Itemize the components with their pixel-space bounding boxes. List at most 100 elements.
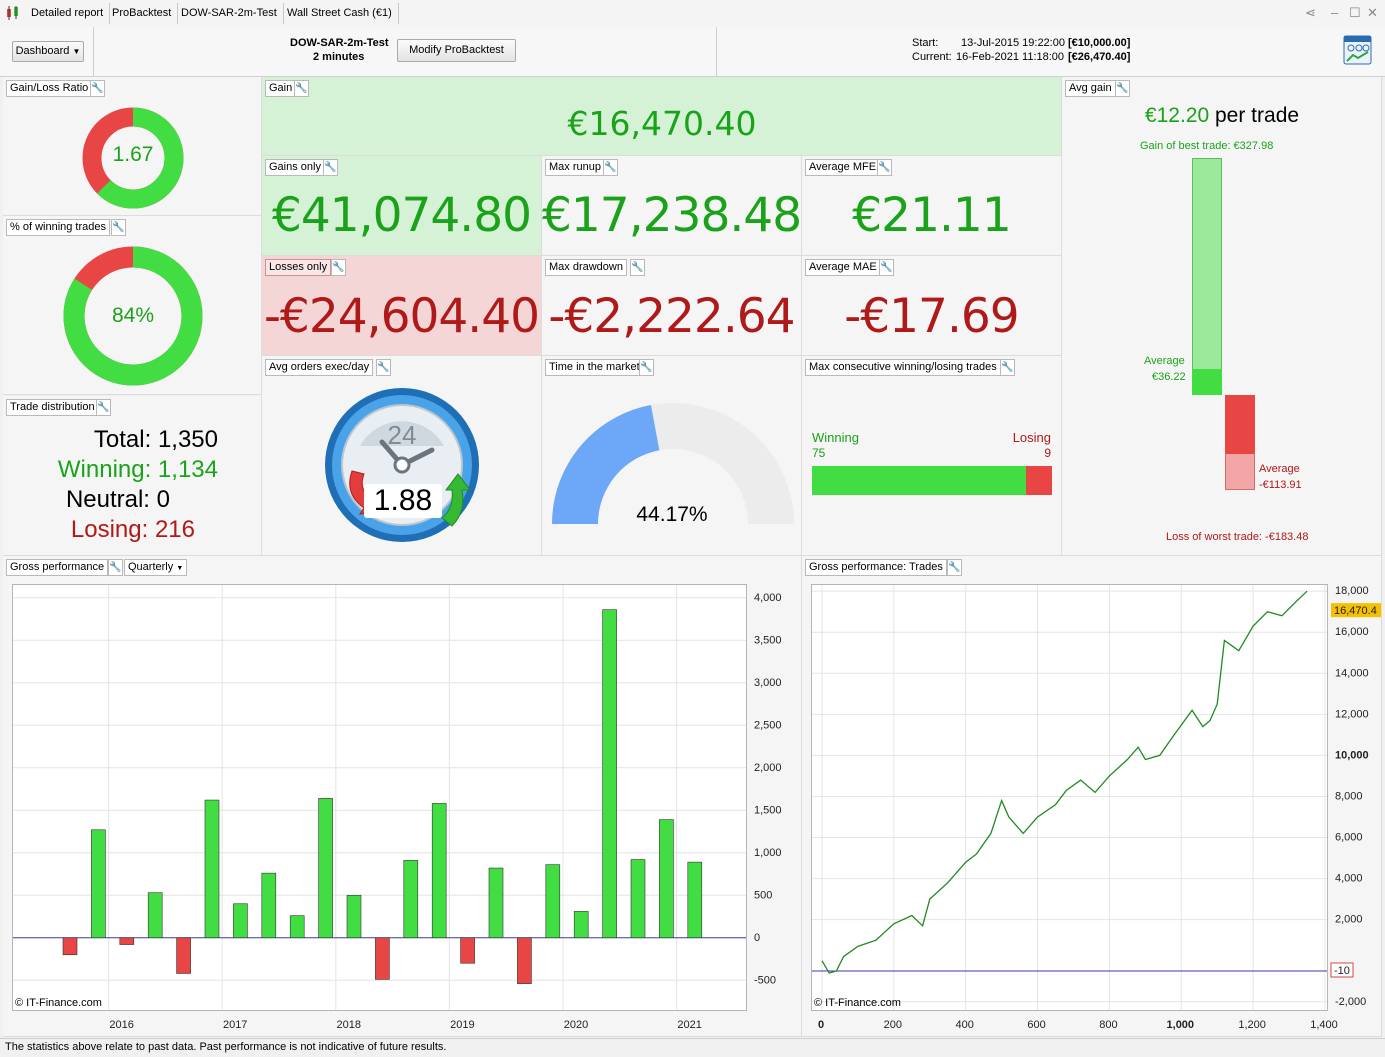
bar [659, 819, 674, 939]
winning-trades-value: 84% [111, 304, 155, 327]
wrench-icon[interactable]: 🔧 [108, 559, 123, 576]
best-trade-label: Gain of best trade: €327.98 [1140, 140, 1274, 152]
bar [517, 937, 532, 984]
bar [630, 859, 646, 939]
x-tick-label: 2018 [337, 1019, 361, 1031]
wrench-icon[interactable]: 🔧 [639, 359, 654, 376]
dashboard-dropdown[interactable]: Dashboard ▼ [12, 41, 84, 62]
winning-trades-panel: % of winning trades 🔧 84% [3, 216, 262, 395]
y-tick-label: 500 [754, 889, 772, 901]
wrench-icon[interactable]: 🔧 [90, 80, 105, 97]
backtest-name: DOW-SAR-2m-Test [290, 37, 389, 49]
gain-loss-ratio-panel: Gain/Loss Ratio 🔧 1.67 [3, 77, 262, 216]
chart-watermark: © IT-Finance.com [15, 997, 102, 1009]
panel-title: Gain [265, 80, 297, 97]
winning-trades-donut [63, 246, 203, 386]
bar [233, 903, 248, 939]
consecutive-losing-bar [1026, 466, 1052, 495]
y-tick-label: 14,000 [1335, 667, 1369, 679]
panel-title: Losses only [265, 259, 332, 276]
modify-probacktest-button[interactable]: Modify ProBacktest [397, 39, 516, 62]
wrench-icon[interactable]: 🔧 [947, 559, 962, 576]
y-tick-label: 0 [754, 932, 760, 944]
bar-chart-y-axis: 4,000 3,500 3,000 2,500 2,000 1,500 1,000 500 0 -… [754, 592, 782, 987]
x-tick-label: 2020 [564, 1019, 588, 1031]
bar [119, 937, 135, 945]
y-tick-label: -2,000 [1335, 996, 1366, 1008]
dashboard-label: Dashboard [15, 45, 70, 57]
wrench-icon[interactable]: 🔧 [879, 259, 894, 276]
period-dropdown[interactable]: Quarterly ▼ [124, 559, 188, 576]
wrench-icon[interactable]: 🔧 [1000, 359, 1015, 376]
x-tick-label: 1,200 [1238, 1019, 1266, 1031]
losses-only-panel: Losses only 🔧 -€24,604.40 [262, 256, 542, 356]
tab-probacktest[interactable]: ProBacktest [106, 3, 179, 24]
consecutive-losing-label: Losing [1012, 430, 1051, 445]
max-consecutive-panel: Max consecutive winning/losing trades 🔧 … [802, 356, 1062, 556]
panel-title: Gross performance [6, 559, 109, 576]
total-trades: Total: 1,350 [93, 426, 218, 453]
bar [573, 911, 589, 939]
tab-bar: Detailed report ProBacktest DOW-SAR-2m-T… [0, 0, 1385, 28]
panel-title: Gain/Loss Ratio [6, 80, 93, 97]
maximize-icon[interactable]: ☐ [1349, 5, 1361, 20]
time-in-market-panel: Time in the market 🔧 44.17% [542, 356, 802, 556]
bar [91, 829, 106, 939]
y-tick-label: 1,500 [754, 804, 782, 816]
panel-title: Average MAE [805, 259, 881, 276]
consecutive-winning-value: 75 [812, 446, 826, 460]
bar [403, 860, 419, 939]
wrench-icon[interactable]: 🔧 [323, 159, 338, 176]
wrench-icon[interactable]: 🔧 [603, 159, 618, 176]
bar [62, 937, 78, 956]
wrench-icon[interactable]: 🔧 [877, 159, 892, 176]
header-toolbar: Dashboard ▼ DOW-SAR-2m-Test 2 minutes Mo… [0, 27, 1385, 77]
avg-mae-panel: Average MAE 🔧 -€17.69 [802, 256, 1062, 356]
y-tick-label: 10,000 [1335, 749, 1369, 761]
gross-trades-panel: Gross performance: Trades 🔧 © IT-Finance… [802, 556, 1382, 1037]
wrench-icon[interactable]: 🔧 [630, 259, 645, 276]
max-drawdown-value: -€2,222.64 [548, 289, 795, 344]
wrench-icon[interactable]: 🔧 [111, 219, 126, 236]
panel-title: Gains only [265, 159, 325, 176]
avg-orders-value: 1.88 [364, 484, 442, 518]
wrench-icon[interactable]: 🔧 [1115, 80, 1130, 97]
wrench-icon[interactable]: 🔧 [96, 399, 111, 416]
close-icon[interactable]: ✕ [1367, 5, 1378, 20]
tab-instrument[interactable]: Wall Street Cash (€1) [281, 3, 399, 24]
x-tick-label: 2019 [450, 1019, 474, 1031]
y-tick-label: 2,000 [754, 762, 782, 774]
report-icon[interactable] [1343, 34, 1373, 66]
gains-only-panel: Gains only 🔧 €41,074.80 [262, 156, 542, 256]
tab-backtest-name[interactable]: DOW-SAR-2m-Test [175, 3, 284, 24]
panel-title: Max consecutive winning/losing trades [805, 359, 1001, 376]
avg-gain-panel: Avg gain 🔧 €12.20 per trade Gain of best… [1062, 77, 1382, 556]
panel-title: Max drawdown [545, 259, 627, 276]
start-label: Start: [912, 37, 939, 49]
tab-detailed-report[interactable]: Detailed report [25, 3, 111, 24]
wrench-icon[interactable]: 🔧 [331, 259, 346, 276]
panel-title: Time in the market [545, 359, 644, 376]
share-icon[interactable]: ⋖ [1305, 5, 1316, 20]
x-tick-label: 1,000 [1167, 1019, 1195, 1031]
wrench-icon[interactable]: 🔧 [376, 359, 391, 376]
bar [375, 937, 390, 980]
y-tick-label: 12,000 [1335, 708, 1369, 720]
panel-title: Average MFE [805, 159, 881, 176]
consecutive-bar [812, 466, 1052, 495]
max-drawdown-panel: Max drawdown 🔧 -€2,222.64 [542, 256, 802, 356]
candlestick-icon [6, 6, 22, 20]
line-chart-x-axis: 0 200 400 600 800 1,000 1,200 1,400 [818, 1019, 1338, 1031]
winning-trades: Winning: 1,134 [57, 456, 218, 483]
bar [147, 892, 163, 939]
y-tick-label: 16,000 [1335, 626, 1369, 638]
wrench-icon[interactable]: 🔧 [294, 80, 309, 97]
minimize-icon[interactable]: – [1331, 5, 1339, 20]
x-tick-label: 600 [1027, 1019, 1045, 1031]
max-runup-value: €17,238.48 [542, 188, 802, 243]
gross-performance-panel: Gross performance 🔧 Quarterly ▼ © IT-Fin… [3, 556, 802, 1037]
y-tick-label: 3,000 [754, 677, 782, 689]
x-tick-label: 1,400 [1310, 1019, 1338, 1031]
x-tick-label: 2016 [109, 1019, 133, 1031]
x-tick-label: 800 [1099, 1019, 1117, 1031]
